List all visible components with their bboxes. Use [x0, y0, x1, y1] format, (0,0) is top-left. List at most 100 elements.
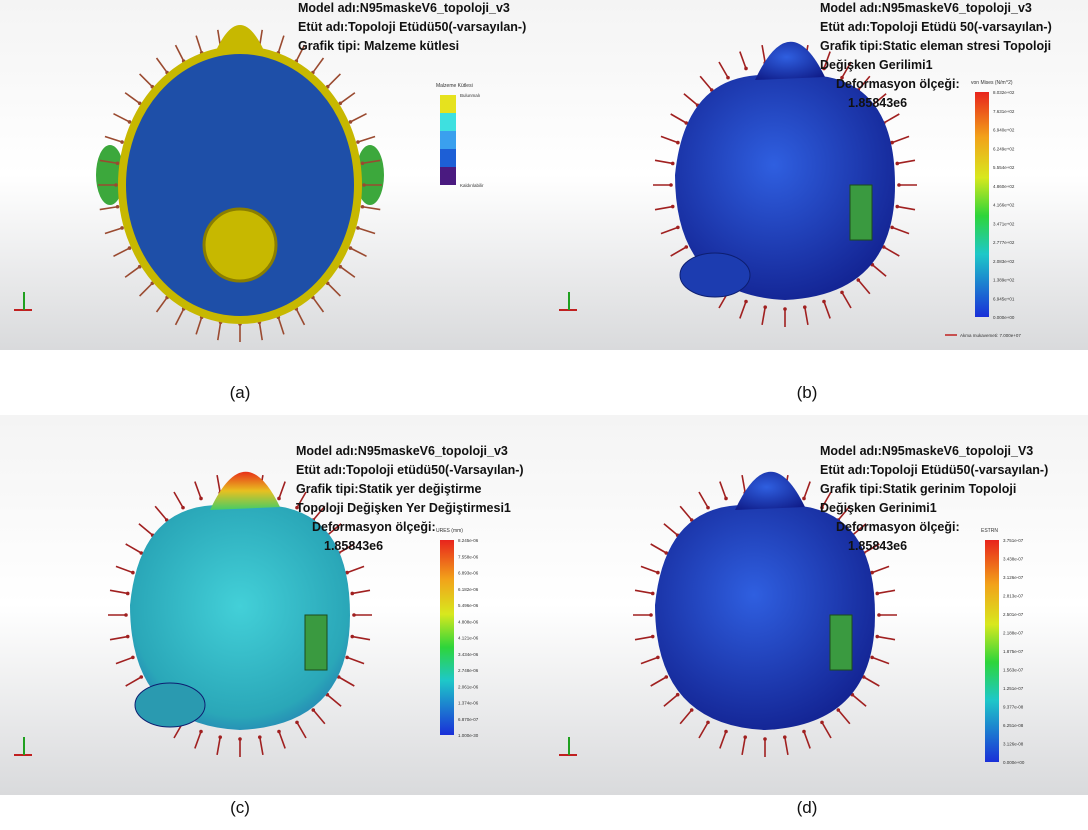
- legend-label: 3.434e-06: [458, 652, 479, 657]
- info-line: Deformasyon ölçeği:: [836, 77, 960, 91]
- legend-bar: [975, 92, 989, 317]
- arrow-head: [361, 205, 365, 209]
- legend-label: 4.860e+02: [993, 184, 1015, 189]
- info-line: Etüt adı:Topoloji Etüdü50(-varsayılan-): [298, 20, 526, 34]
- arrow-head: [890, 226, 894, 230]
- legend-label: 6.249e+02: [993, 146, 1015, 151]
- arrow-head: [258, 735, 262, 739]
- arrow-head: [676, 693, 680, 697]
- caption: (b): [797, 383, 818, 402]
- legend-label: 2.748e-06: [458, 668, 479, 673]
- legend-bar: [440, 540, 454, 735]
- info-line: Model adı:N95maskeV6_topoloji_v3: [820, 1, 1032, 15]
- arrow-head: [822, 300, 826, 304]
- arrow-head: [350, 592, 354, 596]
- info-line: Deformasyon ölçeği:: [312, 520, 436, 534]
- legend-label: 5.554e+02: [993, 165, 1015, 170]
- arrow-head: [684, 245, 688, 249]
- arrow-head: [131, 571, 135, 575]
- legend-label: 2.813e-07: [1003, 594, 1024, 599]
- arrow-head: [356, 226, 360, 230]
- info-line: Değişken Gerinimi1: [820, 501, 937, 515]
- legend-label: 2.061e-06: [458, 684, 479, 689]
- info-line: Etüt adı:Topoloji Etüdü50(-varsayılan-): [820, 463, 1048, 477]
- arrow-head: [116, 205, 120, 209]
- info-line: Etüt adı:Topoloji etüdü50(-Varsayılan-): [296, 463, 524, 477]
- arrow-head: [802, 497, 806, 501]
- legend-label: 6.251e-08: [1003, 723, 1024, 728]
- arrow-head: [706, 721, 710, 725]
- legend-label: 6.182e-06: [458, 587, 479, 592]
- legend-label: 3.126e-07: [1003, 575, 1024, 580]
- info-line: Değişken Gerilimi1: [820, 58, 933, 72]
- arrow-head: [763, 305, 767, 309]
- info-line: 1.85843e6: [848, 539, 907, 553]
- arrow-head: [744, 67, 748, 71]
- legend-label: 8.032e+02: [993, 90, 1015, 95]
- arrow-head: [743, 735, 747, 739]
- arrow-head: [199, 497, 203, 501]
- arrow-head: [120, 226, 124, 230]
- info-line: Topoloji Değişken Yer Değiştirmesi1: [296, 501, 511, 515]
- arrow-head: [362, 183, 366, 187]
- legend-label: 7.631e+02: [993, 109, 1015, 114]
- info-line: Deformasyon ölçeği:: [836, 520, 960, 534]
- legend-label: 3.751e-07: [1003, 538, 1024, 543]
- arrow-head: [706, 506, 710, 510]
- arrow-head: [131, 656, 135, 660]
- info-line: Model adı:N95maskeV6_topoloji_v3: [298, 1, 510, 15]
- legend-label: 0.000e+00: [1003, 760, 1025, 765]
- legend-label: 4.166e+02: [993, 203, 1015, 208]
- legend-label: 6.940e+02: [993, 128, 1015, 133]
- arrow-head: [724, 497, 728, 501]
- legend-label: 2.188e-07: [1003, 631, 1024, 636]
- arrow-head: [877, 613, 881, 617]
- legend-label: 1.251e-07: [1003, 686, 1024, 691]
- arrow-head: [783, 735, 787, 739]
- side-clamp: [850, 185, 872, 240]
- side-clamp: [830, 615, 852, 670]
- legend-label: 2.777e+02: [993, 240, 1015, 245]
- legend-label: 2.083e+02: [993, 259, 1015, 264]
- valve: [204, 209, 276, 281]
- arrow-head: [656, 571, 660, 575]
- info-line: Grafik tipi:Static eleman stresi Topoloj…: [820, 39, 1051, 53]
- arrow-head: [895, 162, 899, 166]
- legend-label: 1.389e+02: [993, 278, 1015, 283]
- arrow-head: [356, 140, 360, 144]
- legend-label: 3.126e-08: [1003, 742, 1024, 747]
- arrow-head: [651, 592, 655, 596]
- legend-label: 2.501e-07: [1003, 612, 1024, 617]
- arrow-head: [277, 730, 281, 734]
- legend-label: 1.000e-30: [458, 733, 479, 738]
- arrow-head: [352, 613, 356, 617]
- side-clamp: [305, 615, 327, 670]
- arrow-head: [139, 675, 143, 679]
- arrow-head: [124, 613, 128, 617]
- figure: Model adı:N95maskeV6_topoloji_v3 Etüt adı…: [0, 0, 1088, 830]
- info-line: Model adı:N95maskeV6_topoloji_v3: [296, 444, 508, 458]
- legend-title: URES (mm): [436, 528, 463, 534]
- legend-label: 9.377e-08: [1003, 705, 1024, 710]
- arrow-head: [295, 721, 299, 725]
- info-line: Grafik tipi: Malzeme kütlesi: [298, 39, 459, 53]
- arrow-head: [726, 76, 730, 80]
- arrow-head: [803, 305, 807, 309]
- arrow-head: [656, 656, 660, 660]
- legend-note: Akma mukavemeti: 7.000e+07: [960, 333, 1021, 338]
- arrow-head: [802, 730, 806, 734]
- arrow-head: [345, 656, 349, 660]
- arrow-head: [649, 613, 653, 617]
- valve: [135, 683, 205, 727]
- legend-title: ESTRN: [981, 528, 998, 534]
- info-line: 1.85843e6: [848, 96, 907, 110]
- arrow-head: [671, 162, 675, 166]
- legend-label: 1.374e-06: [458, 701, 479, 706]
- panel: Model adı:N95maskeV6_topoloji_v3 Etüt adı…: [0, 415, 545, 795]
- arrow-head: [763, 737, 767, 741]
- legend-label: 3.471e+02: [993, 221, 1015, 226]
- arrow-head: [126, 635, 130, 639]
- arrow-head: [820, 721, 824, 725]
- arrow-head: [664, 675, 668, 679]
